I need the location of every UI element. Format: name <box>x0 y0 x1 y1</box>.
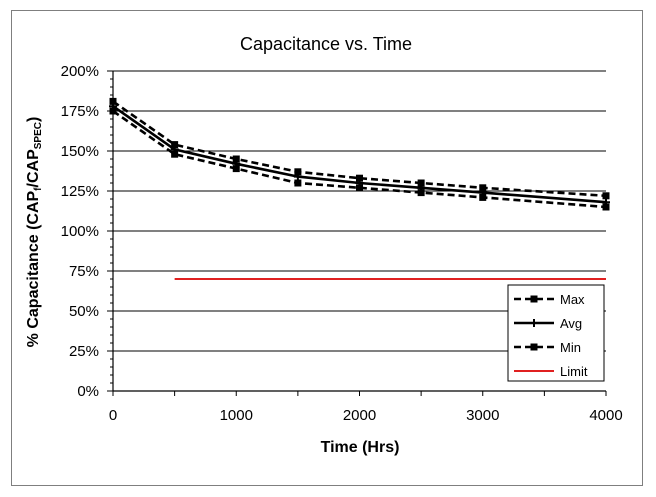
data-point-max <box>294 168 302 176</box>
y-tick-label: 100% <box>61 223 99 240</box>
x-tick-label: 3000 <box>466 407 499 424</box>
legend: Max Avg Min Limit <box>507 284 605 382</box>
y-axis-title-sub1: f <box>33 187 44 191</box>
y-tick-label: 75% <box>69 263 99 280</box>
y-tick-label: 200% <box>61 63 99 80</box>
y-tick-label: 25% <box>69 343 99 360</box>
chart-frame <box>11 10 643 486</box>
data-point-max <box>602 192 610 200</box>
legend-label-min: Min <box>560 340 581 355</box>
y-axis-title-mid: /CAP <box>25 149 42 188</box>
data-point-min <box>232 165 240 173</box>
series-line-max <box>112 100 607 198</box>
data-point-max <box>171 141 179 149</box>
y-tick-label: 125% <box>61 183 99 200</box>
data-point-min <box>479 193 487 201</box>
legend-label-limit: Limit <box>560 364 588 379</box>
legend-label-avg: Avg <box>560 316 582 331</box>
y-tick-labels: 0% 25% 50% 75% 100% 125% 150% 175% 200% <box>61 63 99 400</box>
x-tick-label: 0 <box>109 407 117 424</box>
y-tick-label: 150% <box>61 143 99 160</box>
data-point-max <box>530 295 538 303</box>
data-point-min <box>294 179 302 187</box>
x-tick-label: 2000 <box>343 407 376 424</box>
x-tick-label: 1000 <box>220 407 253 424</box>
data-point-max <box>232 155 240 163</box>
data-point-max <box>417 179 425 187</box>
y-axis-title: % Capacitance (CAPf/CAPSPEC) <box>25 117 44 348</box>
data-point-min <box>356 184 363 192</box>
data-point-max <box>109 97 117 105</box>
series-lines <box>109 97 610 280</box>
x-axis-title: Time (Hrs) <box>321 439 400 456</box>
series-line-avg <box>112 105 607 204</box>
axes <box>107 70 607 396</box>
y-tick-label: 50% <box>69 303 99 320</box>
data-point-max <box>479 184 487 192</box>
data-point-min <box>109 107 117 115</box>
data-point-avg <box>293 172 302 181</box>
data-point-max <box>356 174 363 182</box>
data-point-min <box>417 189 425 197</box>
data-point-min <box>530 343 538 351</box>
y-axis-title-sub2: SPEC <box>33 122 44 149</box>
legend-box <box>507 284 605 382</box>
legend-label-max: Max <box>560 292 585 307</box>
y-tick-label: 0% <box>77 383 99 400</box>
x-tick-label: 4000 <box>589 407 622 424</box>
y-axis-title-main: % Capacitance (CAP <box>25 191 42 348</box>
series-line-min <box>112 109 607 209</box>
y-axis-title-end: ) <box>25 117 42 122</box>
data-point-min <box>602 203 610 211</box>
x-tick-labels: 0 1000 2000 3000 4000 <box>109 407 623 424</box>
data-point-min <box>171 150 179 158</box>
data-point-avg <box>530 319 538 327</box>
chart-title: Capacitance vs. Time <box>240 34 412 54</box>
y-tick-label: 175% <box>61 103 99 120</box>
